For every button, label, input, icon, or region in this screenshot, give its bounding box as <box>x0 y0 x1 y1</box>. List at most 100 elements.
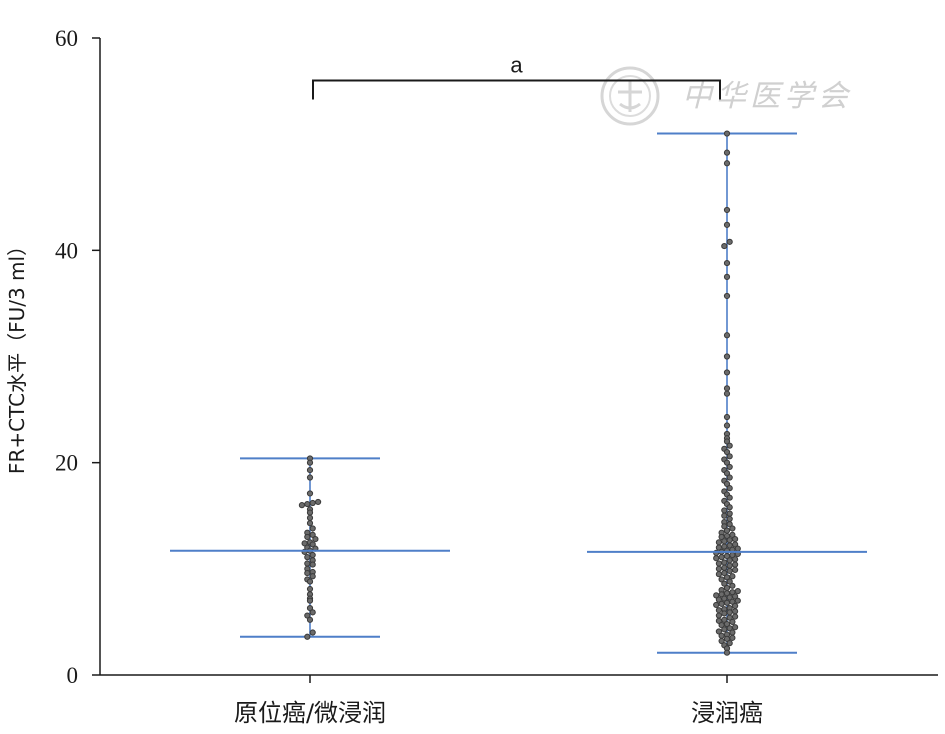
y-tick-label: 60 <box>55 26 78 51</box>
data-point <box>726 474 733 481</box>
data-point <box>732 613 739 620</box>
data-point <box>721 559 728 566</box>
data-point <box>309 573 316 580</box>
data-point <box>309 609 316 616</box>
x-tick-label: 原位癌/微浸润 <box>234 699 386 727</box>
data-point <box>729 634 736 641</box>
data-point <box>723 599 731 606</box>
data-point <box>723 413 731 421</box>
data-point <box>729 582 736 589</box>
data-point <box>726 562 733 569</box>
y-ticks: 0 20 40 60 <box>55 26 100 688</box>
data-point <box>306 509 314 516</box>
data-point <box>306 597 314 604</box>
data-point <box>306 605 314 612</box>
data-point <box>713 555 720 562</box>
y-tick-label: 40 <box>55 238 78 263</box>
data-point <box>721 569 728 577</box>
y-tick-label: 20 <box>55 451 78 476</box>
data-point <box>718 637 725 645</box>
data-point <box>723 221 731 228</box>
data-point <box>732 624 739 631</box>
data-point <box>723 259 731 267</box>
data-point <box>723 130 731 137</box>
data-point <box>721 564 728 571</box>
data-point <box>723 448 731 456</box>
data-point <box>309 499 316 507</box>
data-point <box>721 626 728 633</box>
data-point <box>309 525 316 532</box>
data-point <box>306 520 314 527</box>
data-point <box>715 565 723 572</box>
data-point <box>723 527 731 534</box>
significance-label: a <box>510 52 523 77</box>
data-point <box>309 551 316 559</box>
data-point <box>715 628 723 635</box>
data-point <box>723 149 731 156</box>
data-point <box>306 474 314 481</box>
data-point <box>304 554 311 561</box>
data-point <box>309 561 316 568</box>
data-point <box>732 536 739 543</box>
data-point <box>721 616 728 623</box>
data-point <box>304 569 311 577</box>
data-point <box>298 502 305 509</box>
data-point <box>304 633 311 640</box>
data-point <box>721 538 728 545</box>
data-point <box>734 588 741 595</box>
data-group <box>170 455 450 640</box>
data-point <box>306 585 314 593</box>
axes: 0 20 40 60 原位癌/微浸润 浸润癌 <box>55 26 938 727</box>
data-point <box>726 578 733 585</box>
data-point <box>732 541 739 548</box>
data-point <box>304 500 311 508</box>
data-point <box>309 629 316 636</box>
data-point <box>306 459 314 466</box>
watermark-text: 中华医学会 <box>682 79 852 114</box>
data-point <box>304 560 311 567</box>
data-point <box>732 556 739 563</box>
data-point <box>732 561 739 568</box>
data-point <box>306 490 314 497</box>
data-point <box>718 632 725 639</box>
data-point <box>729 525 736 532</box>
data-point <box>721 242 728 250</box>
data-point <box>723 480 731 487</box>
data-point <box>723 206 731 214</box>
x-tick-label: 浸润癌 <box>691 699 763 727</box>
data-point <box>723 459 731 466</box>
data-point <box>715 571 723 578</box>
y-axis-label: FR+CTC水平（FU/3 ml） <box>5 236 29 474</box>
data-point <box>723 273 731 280</box>
data-point <box>734 597 741 604</box>
data-point <box>732 566 739 573</box>
x-ticks: 原位癌/微浸润 浸润癌 <box>234 675 763 727</box>
data-point <box>306 466 314 474</box>
data-group <box>587 130 867 656</box>
data-point <box>309 531 316 538</box>
watermark: 中华医学会 <box>600 66 852 126</box>
data-point <box>723 422 731 429</box>
data-point <box>718 600 725 607</box>
data-point <box>723 332 731 339</box>
data-point <box>729 531 736 538</box>
data-groups <box>170 130 867 656</box>
data-point <box>732 602 739 610</box>
data-point <box>715 560 723 567</box>
data-point <box>732 593 739 600</box>
data-point <box>721 610 728 617</box>
data-point <box>715 607 723 614</box>
data-point <box>723 470 731 477</box>
data-point <box>726 485 733 492</box>
data-point <box>726 557 733 564</box>
data-point <box>729 573 736 580</box>
data-point <box>718 576 725 583</box>
data-point <box>723 292 731 300</box>
data-point <box>723 160 731 167</box>
data-point <box>306 578 314 585</box>
data-point <box>726 640 733 647</box>
data-point <box>726 453 733 460</box>
data-point <box>726 521 733 528</box>
data-point <box>304 533 311 541</box>
